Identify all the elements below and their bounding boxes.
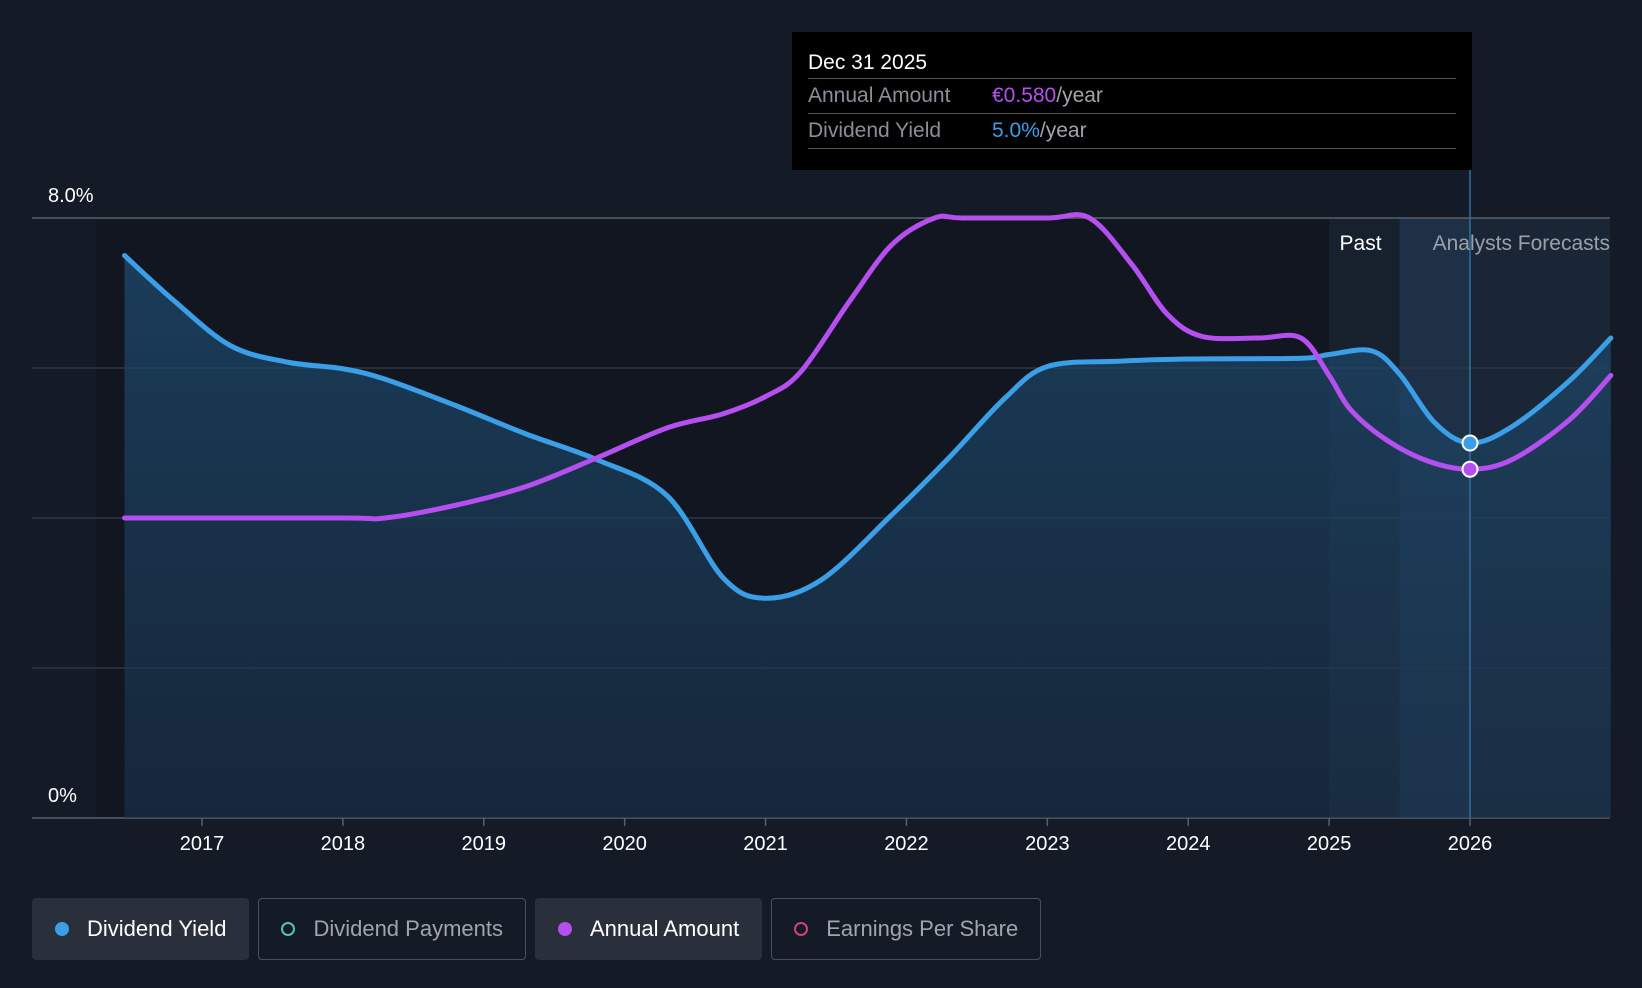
chart-svg: 2017 2018 2019 2020 2021 2022 2023 2024 2025 2026… (32, 170, 1614, 855)
x-tick-label-2021: 2021 (743, 833, 788, 855)
x-tick-label-2017: 2017 (180, 833, 225, 855)
legend-earnings-per-share-dot-icon (794, 922, 809, 936)
tooltip-unit-annual-amount: /year (1056, 84, 1103, 107)
legend-annual-amount-button[interactable]: Annual Amount (534, 898, 763, 960)
tooltip-row-dividend-yield: Dividend Yield 5.0% /year (808, 114, 1456, 149)
legend-dividend-yield-dot-icon (55, 922, 69, 936)
x-tick-label-2024: 2024 (1166, 833, 1211, 855)
legend-annual-amount-dot-icon (557, 922, 572, 936)
dividend-yield-area (124, 255, 1611, 818)
tooltip-row-annual-amount: Annual Amount €0.580 /year (808, 79, 1456, 114)
x-tick-label-2026: 2026 (1448, 833, 1493, 855)
tooltip-value-dividend-yield: 5.0% (992, 119, 1040, 142)
tooltip-value-annual-amount: €0.580 (992, 84, 1057, 107)
legend-dividend-payments-dot-icon (281, 922, 296, 936)
x-tick-label-2019: 2019 (462, 833, 507, 855)
tooltip-label-dividend-yield: Dividend Yield (808, 119, 942, 142)
dividend-yield-line (122, 253, 1614, 601)
chart-legend: Dividend Yield Dividend Payments Annual … (32, 898, 1042, 960)
legend-annual-amount-label: Annual Amount (589, 916, 740, 941)
legend-dividend-payments-label: Dividend Payments (313, 916, 503, 941)
tooltip-date: Dec 31 2025 (808, 48, 1456, 79)
dividend-chart: 2017 2018 2019 2020 2021 2022 2023 2024 2025 2026… (32, 170, 1614, 855)
legend-dividend-payments-button[interactable]: Dividend Payments (258, 898, 526, 960)
annual-amount-marker (1461, 460, 1479, 478)
tooltip-unit-dividend-yield: /year (1039, 119, 1087, 142)
x-tick-label-2020: 2020 (602, 833, 647, 855)
chart-tooltip: Dec 31 2025 Annual Amount €0.580 /year D… (792, 32, 1472, 170)
y-axis-min-label: 0% (48, 785, 77, 807)
x-tick-label-2018: 2018 (321, 833, 366, 855)
forecast-region-label: Analysts Forecasts (1433, 232, 1610, 255)
dividend-yield-marker (1461, 434, 1479, 452)
legend-earnings-per-share-button[interactable]: Earnings Per Share (771, 898, 1042, 960)
legend-earnings-per-share-label: Earnings Per Share (826, 916, 1019, 941)
legend-dividend-yield-button[interactable]: Dividend Yield (32, 898, 250, 960)
tooltip-label-annual-amount: Annual Amount (808, 84, 951, 107)
annual-amount-line (122, 212, 1614, 522)
x-tick-label-2023: 2023 (1025, 833, 1070, 855)
x-tick-label-2025: 2025 (1307, 833, 1352, 855)
y-axis-max-label: 8.0% (48, 185, 94, 207)
past-region-label: Past (1340, 232, 1382, 255)
legend-dividend-yield-label: Dividend Yield (87, 916, 227, 941)
x-tick-label-2022: 2022 (884, 833, 929, 855)
